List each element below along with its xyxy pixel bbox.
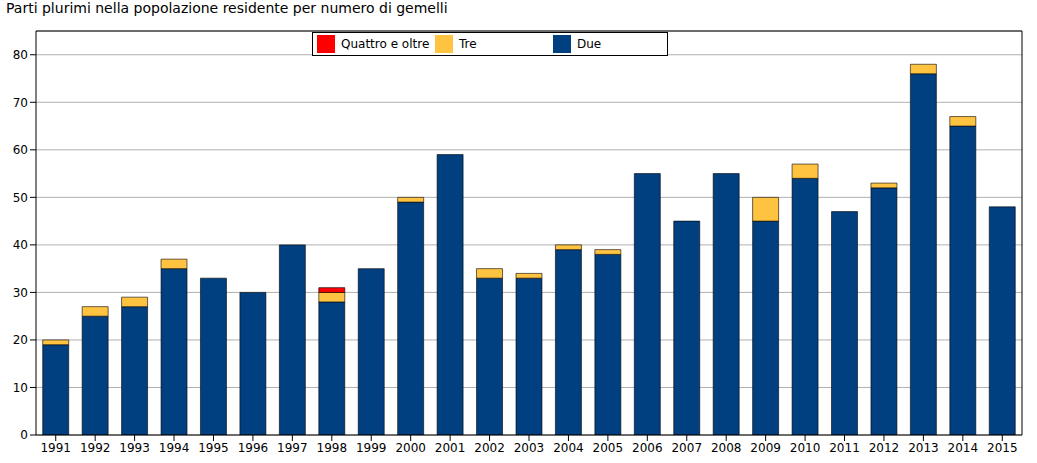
svg-text:2014: 2014 bbox=[948, 441, 979, 455]
html-text:Parti plurimi nella popolazion: Parti plurimi nella popolazione resident… bbox=[6, 0, 448, 16]
svg-text:2001: 2001 bbox=[435, 441, 466, 455]
svg-text:2005: 2005 bbox=[593, 441, 624, 455]
svg-text:2002: 2002 bbox=[474, 441, 505, 455]
svg-text:0: 0 bbox=[20, 428, 28, 442]
svg-text:2009: 2009 bbox=[750, 441, 781, 455]
svg-text:2010: 2010 bbox=[790, 441, 821, 455]
svg-text:60: 60 bbox=[13, 143, 28, 157]
svg-text:2003: 2003 bbox=[514, 441, 545, 455]
svg-text:2007: 2007 bbox=[671, 441, 702, 455]
svg-text:2006: 2006 bbox=[632, 441, 663, 455]
svg-text:1999: 1999 bbox=[356, 441, 387, 455]
svg-text:1993: 1993 bbox=[119, 441, 150, 455]
svg-text:50: 50 bbox=[13, 191, 28, 205]
svg-text:2013: 2013 bbox=[908, 441, 939, 455]
svg-text:1996: 1996 bbox=[238, 441, 269, 455]
html-text:Due: Due bbox=[577, 37, 602, 51]
svg-text:1992: 1992 bbox=[80, 441, 111, 455]
svg-text:2012: 2012 bbox=[869, 441, 900, 455]
svg-text:10: 10 bbox=[13, 381, 28, 395]
svg-text:1994: 1994 bbox=[159, 441, 190, 455]
svg-text:1991: 1991 bbox=[40, 441, 71, 455]
html-text:Quattro e oltre: Quattro e oltre bbox=[341, 37, 430, 51]
svg-text:2011: 2011 bbox=[829, 441, 860, 455]
svg-text:1997: 1997 bbox=[277, 441, 308, 455]
svg-text:40: 40 bbox=[13, 238, 28, 252]
svg-text:1995: 1995 bbox=[198, 441, 229, 455]
svg-text:2004: 2004 bbox=[553, 441, 584, 455]
svg-text:80: 80 bbox=[13, 48, 28, 62]
svg-text:30: 30 bbox=[13, 286, 28, 300]
svg-text:20: 20 bbox=[13, 333, 28, 347]
html-text:Tre: Tre bbox=[459, 37, 477, 51]
svg-text:2015: 2015 bbox=[987, 441, 1018, 455]
svg-text:1998: 1998 bbox=[317, 441, 348, 455]
svg-text:2008: 2008 bbox=[711, 441, 742, 455]
svg-text:70: 70 bbox=[13, 96, 28, 110]
svg-text:2000: 2000 bbox=[395, 441, 426, 455]
